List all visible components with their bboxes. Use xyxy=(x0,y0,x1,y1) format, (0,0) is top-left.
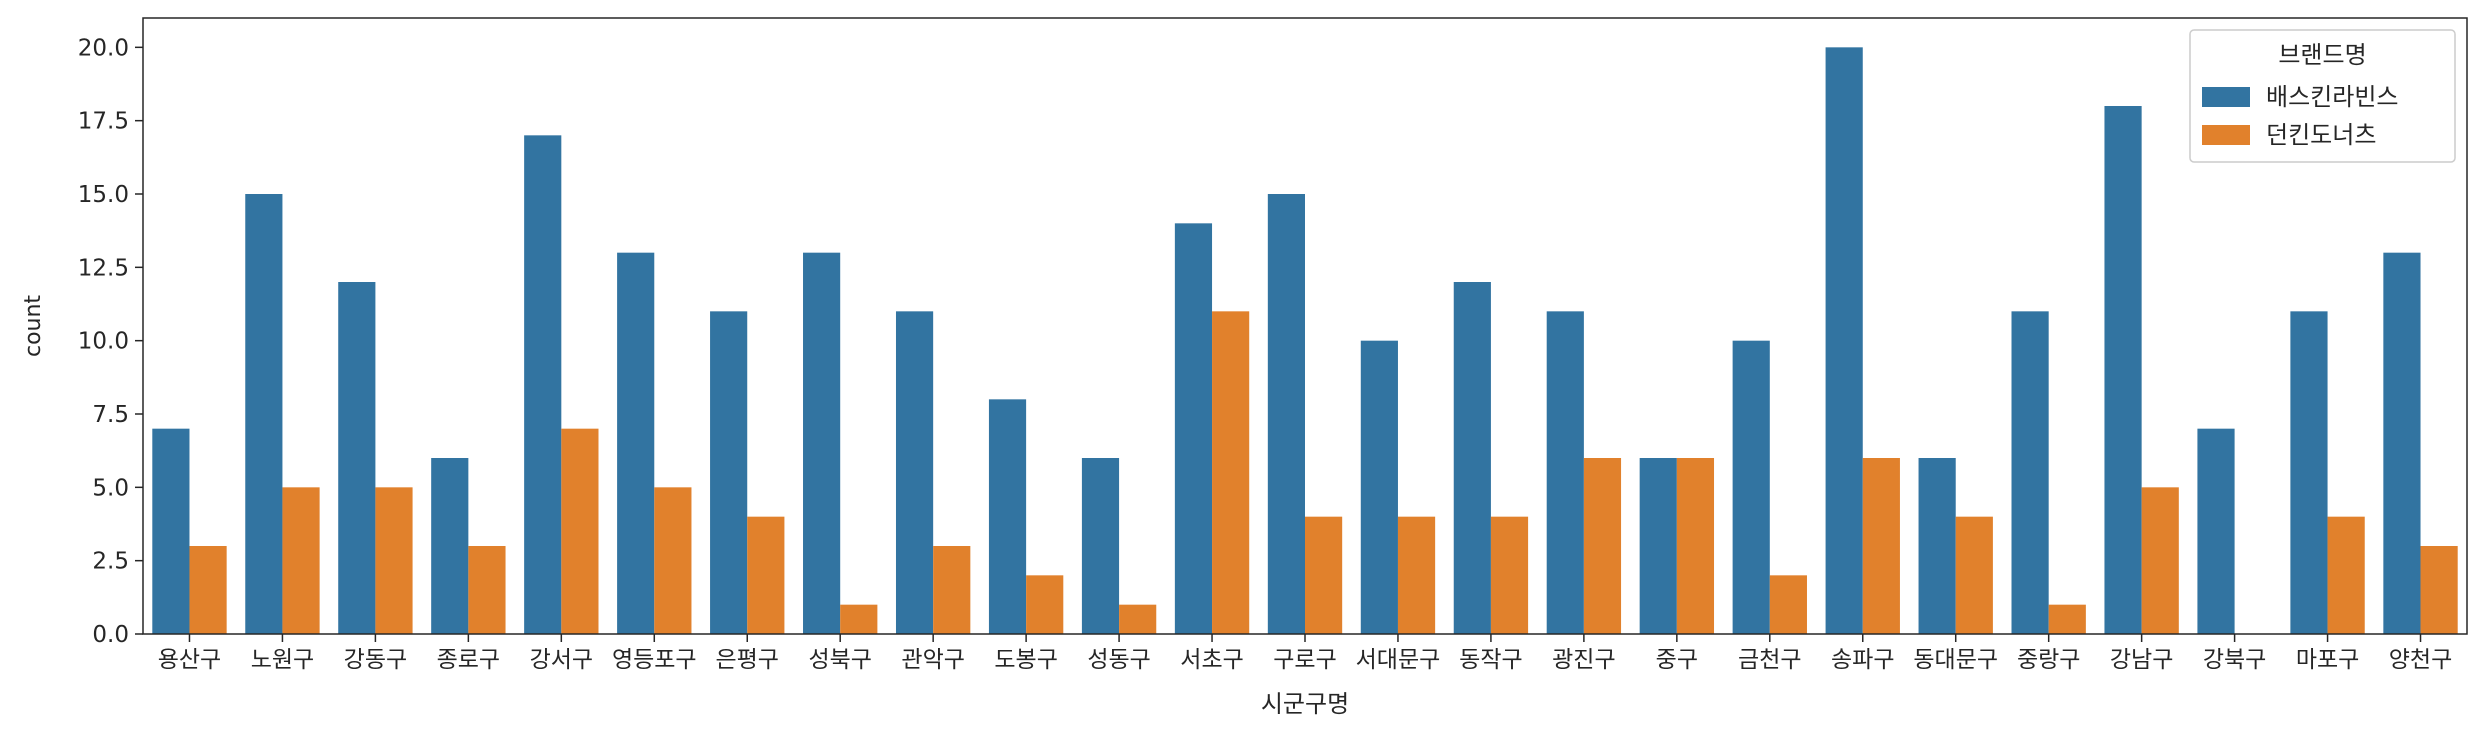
legend-title: 브랜드명 xyxy=(2278,41,2366,69)
legend-entry: 던킨도너츠 xyxy=(2266,121,2376,149)
bar-0-12 xyxy=(1267,194,1305,634)
bar-1-12 xyxy=(1305,516,1343,634)
x-tick-label: 중구 xyxy=(1656,647,1698,673)
y-tick-label: 7.5 xyxy=(92,402,129,428)
x-tick-label: 광진구 xyxy=(1552,647,1615,673)
x-tick-label: 노원구 xyxy=(251,647,314,673)
bar-0-18 xyxy=(1825,47,1863,634)
x-axis: 용산구 노원구 강동구 종로구 강서구 영등포구 은평구 성북구 관악구 도봉구 성동구 서초구 구로구… xyxy=(158,634,2452,673)
bar-0-7 xyxy=(803,252,841,635)
bar-0-13 xyxy=(1360,340,1398,634)
bar-1-24 xyxy=(2420,546,2458,634)
bar-1-14 xyxy=(1490,516,1529,634)
x-tick-label: 은평구 xyxy=(715,647,778,673)
bar-1-7 xyxy=(840,604,878,634)
bar-0-15 xyxy=(1546,311,1584,634)
bar-1-16 xyxy=(1676,458,1715,634)
x-tick-label: 서대문구 xyxy=(1356,647,1441,673)
bar-1-8 xyxy=(933,546,971,634)
x-tick-label: 서초구 xyxy=(1180,647,1243,673)
bar-0-17 xyxy=(1732,340,1770,634)
bar-0-6 xyxy=(710,311,748,634)
x-axis-label: 시군구명 xyxy=(1261,690,1349,718)
x-tick-label: 용산구 xyxy=(158,647,221,673)
x-tick-label: 중랑구 xyxy=(2017,647,2080,673)
x-tick-label: 관악구 xyxy=(901,647,964,673)
bar-0-24 xyxy=(2383,252,2421,635)
bar-0-10 xyxy=(1081,458,1120,634)
bar-0-20 xyxy=(2011,311,2049,634)
bar-0-9 xyxy=(988,399,1027,634)
x-tick-label: 마포구 xyxy=(2296,647,2359,673)
bar-0-23 xyxy=(2290,311,2328,634)
bar-0-19 xyxy=(1918,458,1956,634)
y-axis: 0.0 2.5 5.0 7.5 10.0 12.5 15.0 17.5 20.0 xyxy=(78,35,143,648)
bar-1-10 xyxy=(1119,604,1157,634)
x-tick-label: 양천구 xyxy=(2389,647,2452,673)
y-tick-label: 10.0 xyxy=(78,329,129,355)
bar-0-22 xyxy=(2197,428,2235,634)
bar-0-14 xyxy=(1453,282,1491,634)
x-tick-label: 강동구 xyxy=(344,647,407,673)
bar-0-16 xyxy=(1639,458,1677,634)
bar-0-5 xyxy=(617,252,655,635)
bar-0-4 xyxy=(524,135,562,634)
bar-0-3 xyxy=(431,458,469,634)
bar-1-3 xyxy=(468,546,506,634)
x-tick-label: 강서구 xyxy=(530,647,593,673)
bar-1-5 xyxy=(654,487,692,634)
bar-0-0 xyxy=(152,428,190,634)
bar-1-6 xyxy=(747,516,785,634)
x-tick-label: 성북구 xyxy=(808,647,871,673)
bar-0-8 xyxy=(895,311,934,634)
bar-1-17 xyxy=(1769,575,1807,634)
legend-swatch xyxy=(2202,87,2250,107)
bar-1-13 xyxy=(1397,516,1436,634)
plot-frame xyxy=(142,17,2468,635)
x-tick-label: 송파구 xyxy=(1831,647,1894,673)
bar-1-0 xyxy=(189,546,227,634)
bar-1-1 xyxy=(282,487,320,634)
bar-1-23 xyxy=(2327,516,2365,634)
x-tick-label: 구로구 xyxy=(1273,647,1336,673)
x-tick-label: 도봉구 xyxy=(994,647,1057,673)
y-axis-label: count xyxy=(21,295,46,357)
bar-1-4 xyxy=(561,428,599,634)
x-tick-label: 금천구 xyxy=(1738,647,1801,673)
y-tick-label: 2.5 xyxy=(92,549,129,575)
y-tick-label: 5.0 xyxy=(92,475,129,501)
bars xyxy=(152,47,2458,635)
bar-0-1 xyxy=(245,194,283,634)
x-tick-label: 종로구 xyxy=(437,647,500,673)
x-tick-label: 영등포구 xyxy=(612,647,697,673)
x-tick-label: 동작구 xyxy=(1459,647,1522,673)
x-tick-label: 강남구 xyxy=(2110,647,2173,673)
bar-0-21 xyxy=(2104,106,2142,634)
bar-0-2 xyxy=(338,282,376,634)
bar-1-20 xyxy=(2048,604,2086,634)
bar-1-2 xyxy=(375,487,413,634)
y-tick-label: 12.5 xyxy=(78,255,129,281)
legend-entry: 배스킨라빈스 xyxy=(2266,83,2398,111)
bar-1-18 xyxy=(1862,458,1900,634)
x-tick-label: 동대문구 xyxy=(1913,647,1998,673)
bar-1-11 xyxy=(1212,311,1250,634)
y-tick-label: 17.5 xyxy=(78,109,129,135)
bar-1-19 xyxy=(1955,516,1993,634)
y-tick-label: 20.0 xyxy=(78,35,129,61)
bar-0-11 xyxy=(1174,223,1213,634)
bar-1-15 xyxy=(1583,458,1622,634)
bar-1-9 xyxy=(1026,575,1064,634)
x-tick-label: 강북구 xyxy=(2203,647,2266,673)
bar-1-21 xyxy=(2141,487,2179,634)
x-tick-label: 성동구 xyxy=(1087,647,1150,673)
legend-box xyxy=(2189,29,2456,163)
legend-swatch xyxy=(2202,125,2250,145)
y-tick-label: 15.0 xyxy=(78,182,129,208)
y-tick-label: 0.0 xyxy=(92,622,129,648)
